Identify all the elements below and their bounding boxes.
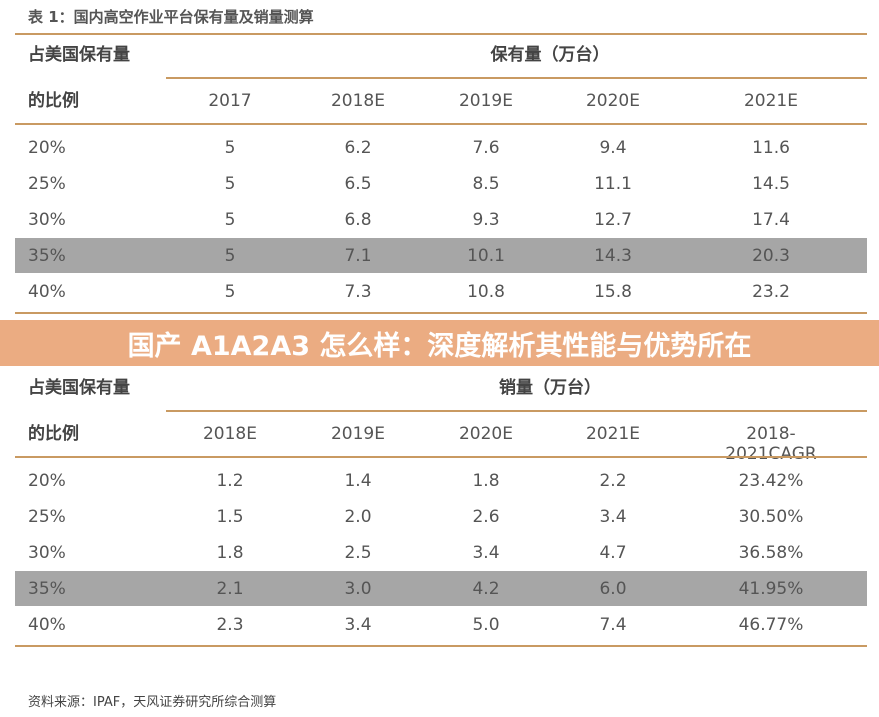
column-header: 2021E [743,91,798,111]
row-label: 35% [28,246,66,266]
row-label: 20% [28,138,66,158]
highlight-row-bg [15,238,867,273]
divider [15,312,867,314]
table-cell: 3.4 [472,543,500,563]
table-cell: 8.5 [472,174,500,194]
table-cell: 1.4 [344,471,372,491]
divider [15,645,867,647]
table-cell: 5 [224,246,236,266]
table-cell: 20.3 [752,246,790,266]
table-title: 表 1：国内高空作业平台保有量及销量测算 [28,8,314,26]
table-cell: 30.50% [738,507,804,527]
table-cell: 2.5 [344,543,372,563]
table-cell: 46.77% [738,615,804,635]
divider [15,456,867,458]
table-cell: 23.2 [752,282,790,302]
table-cell: 5 [224,174,236,194]
table-cell: 1.5 [216,507,244,527]
table-cell: 4.7 [599,543,627,563]
divider [15,33,867,35]
column-header: 2020E [585,91,640,111]
row-label: 40% [28,615,66,635]
table-cell: 14.3 [594,246,632,266]
column-header: 2020E [458,424,513,444]
table-cell: 41.95% [738,579,804,599]
table-cell: 6.5 [344,174,372,194]
table-cell: 2.6 [472,507,500,527]
table-cell: 1.2 [216,471,244,491]
column-header: 2017 [208,91,252,111]
table-cell: 11.1 [594,174,632,194]
table-cell: 7.4 [599,615,627,635]
divider [15,123,867,125]
table-cell: 3.0 [344,579,372,599]
column-header: 2021E [585,424,640,444]
table-cell: 36.58% [738,543,804,563]
table-cell: 7.3 [344,282,372,302]
column-header: 2019E [458,91,513,111]
column-header: 2019E [330,424,385,444]
group-header: 保有量（万台） [490,45,610,65]
table-cell: 9.4 [599,138,627,158]
table-cell: 17.4 [752,210,790,230]
row-label: 25% [28,507,66,527]
row-header-line1: 占美国保有量 [28,378,130,398]
table-cell: 5 [224,210,236,230]
column-header: 2018E [202,424,257,444]
table-cell: 9.3 [472,210,500,230]
row-label: 40% [28,282,66,302]
row-header-line2: 的比例 [28,91,79,111]
table-cell: 3.4 [599,507,627,527]
table-cell: 2.0 [344,507,372,527]
table-cell: 5 [224,138,236,158]
table-cell: 2.1 [216,579,244,599]
table-cell: 5.0 [472,615,500,635]
row-label: 35% [28,579,66,599]
row-label: 25% [28,174,66,194]
table-cell: 7.6 [472,138,500,158]
table-cell: 6.0 [599,579,627,599]
highlight-row-bg [15,571,867,606]
source-note: 资料来源：IPAF，天风证券研究所综合测算 [28,695,277,710]
group-header: 销量（万台） [499,378,601,398]
overlay-banner: 国产 A1A2A3 怎么样：深度解析其性能与优势所在 [0,320,879,366]
row-header-line2: 的比例 [28,424,79,444]
divider [166,410,867,412]
table-cell: 1.8 [472,471,500,491]
table-cell: 7.1 [344,246,372,266]
table-cell: 6.2 [344,138,372,158]
table-cell: 2.3 [216,615,244,635]
divider [166,77,867,79]
table-cell: 2.2 [599,471,627,491]
table-cell: 11.6 [752,138,790,158]
table-cell: 10.1 [467,246,505,266]
column-header: 2018E [330,91,385,111]
table-cell: 14.5 [752,174,790,194]
table-cell: 12.7 [594,210,632,230]
table-cell: 6.8 [344,210,372,230]
table-cell: 4.2 [472,579,500,599]
table-cell: 1.8 [216,543,244,563]
row-header-line1: 占美国保有量 [28,45,130,65]
table-cell: 3.4 [344,615,372,635]
row-label: 20% [28,471,66,491]
table-cell: 10.8 [467,282,505,302]
table-cell: 23.42% [738,471,804,491]
table-cell: 5 [224,282,236,302]
column-header: 2018-2021CAGR [725,424,817,464]
table-cell: 15.8 [594,282,632,302]
row-label: 30% [28,210,66,230]
row-label: 30% [28,543,66,563]
